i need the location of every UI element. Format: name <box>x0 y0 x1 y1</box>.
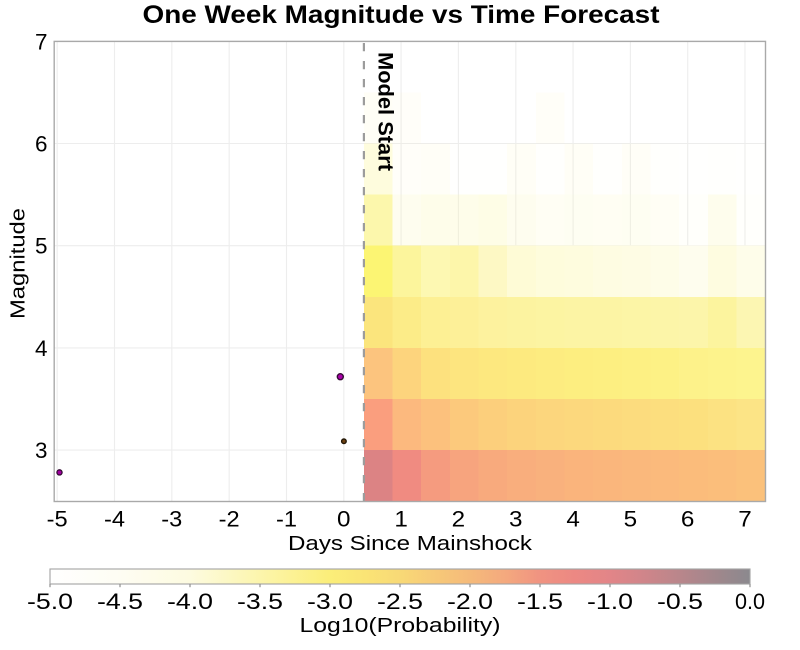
svg-text:4: 4 <box>566 507 580 532</box>
svg-text:-5: -5 <box>47 507 68 532</box>
svg-text:-4.0: -4.0 <box>167 589 213 614</box>
svg-text:5: 5 <box>35 234 48 259</box>
svg-text:0.0: 0.0 <box>735 589 765 614</box>
svg-text:3: 3 <box>35 438 48 463</box>
svg-text:-5.0: -5.0 <box>27 589 73 614</box>
svg-text:-3.0: -3.0 <box>307 589 353 614</box>
svg-text:-2.0: -2.0 <box>447 589 493 614</box>
svg-text:Magnitude: Magnitude <box>8 208 30 319</box>
svg-text:One Week Magnitude vs Time For: One Week Magnitude vs Time Forecast <box>143 1 661 29</box>
svg-text:0: 0 <box>337 507 351 532</box>
svg-text:-3.5: -3.5 <box>237 589 283 614</box>
svg-text:-1: -1 <box>276 507 297 532</box>
svg-text:-4.5: -4.5 <box>97 589 143 614</box>
svg-text:-1.5: -1.5 <box>517 589 563 614</box>
svg-text:-2.5: -2.5 <box>377 589 423 614</box>
svg-text:Log10(Probability): Log10(Probability) <box>300 615 501 637</box>
svg-text:Days Since Mainshock: Days Since Mainshock <box>288 533 533 555</box>
svg-text:4: 4 <box>35 336 48 361</box>
svg-text:1: 1 <box>394 507 408 532</box>
svg-text:-2: -2 <box>219 507 240 532</box>
svg-text:7: 7 <box>738 507 752 532</box>
svg-text:-0.5: -0.5 <box>657 589 703 614</box>
svg-text:7: 7 <box>35 29 48 54</box>
svg-text:6: 6 <box>681 507 695 532</box>
svg-text:-1.0: -1.0 <box>587 589 633 614</box>
svg-text:-4: -4 <box>104 507 125 532</box>
svg-text:3: 3 <box>509 507 523 532</box>
svg-text:-3: -3 <box>161 507 182 532</box>
svg-text:5: 5 <box>624 507 638 532</box>
svg-text:Model Start: Model Start <box>374 52 397 171</box>
svg-text:6: 6 <box>35 132 48 157</box>
svg-text:2: 2 <box>452 507 466 532</box>
